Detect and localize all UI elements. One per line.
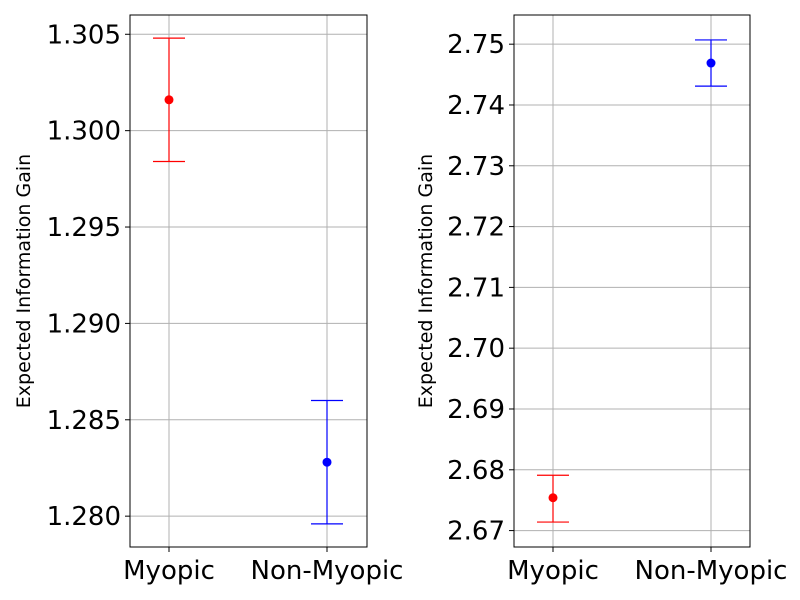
y-tick-label: 2.73: [447, 152, 505, 182]
y-axis-label: Expected Information Gain: [415, 154, 437, 408]
y-tick-label: 1.300: [47, 117, 121, 147]
y-tick-label: 1.280: [47, 502, 121, 532]
data-point: [322, 457, 332, 467]
y-tick-label: 2.68: [447, 456, 505, 486]
y-tick-label: 2.67: [447, 517, 505, 547]
left-chart: 1.280 1.285 1.290 1.295 1.300 1.305 Myopic Non-…: [13, 14, 404, 586]
data-point: [706, 58, 716, 68]
y-tick-label: 1.305: [47, 20, 121, 50]
plot-area: [130, 15, 367, 547]
y-tick-label: 2.72: [447, 213, 505, 243]
y-tick-label: 2.71: [447, 273, 505, 303]
y-tick-label: 2.69: [447, 395, 505, 425]
right-chart: 2.67 2.68 2.69 2.70 2.71 2.72 2.73 2.74 2.75 Myop…: [415, 14, 788, 586]
y-tick-label: 2.74: [447, 91, 505, 121]
y-tick-label: 1.290: [47, 309, 121, 339]
x-tick-label: Myopic: [123, 556, 215, 586]
x-tick-label: Non-Myopic: [251, 556, 404, 586]
axes-frame: [129, 14, 368, 548]
y-tick-label: 2.70: [447, 334, 505, 364]
plot-area: [514, 15, 750, 547]
x-tick-label: Non-Myopic: [635, 556, 788, 586]
y-tick-label: 1.295: [47, 213, 121, 243]
y-tick-label: 1.285: [47, 406, 121, 436]
y-axis-label: Expected Information Gain: [13, 154, 35, 408]
axes-frame: [513, 14, 751, 548]
data-point: [164, 95, 174, 105]
y-tick-label: 2.75: [447, 30, 505, 60]
x-tick-label: Myopic: [507, 556, 599, 586]
data-point: [548, 493, 558, 503]
